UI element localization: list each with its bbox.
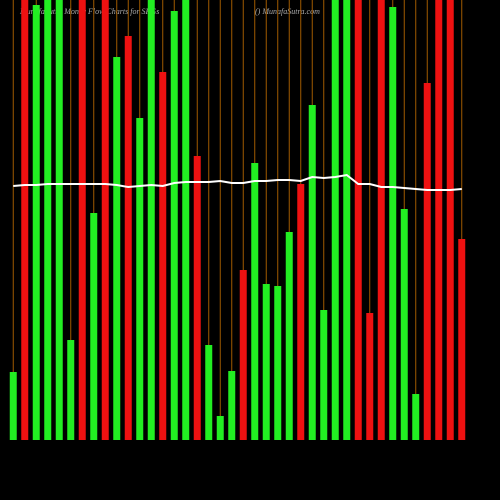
bar [412,394,420,440]
bar [32,5,40,440]
bar [124,36,132,440]
bar [458,239,466,440]
bar [389,7,397,440]
bar [136,118,144,440]
bar [21,0,29,440]
money-flow-line [13,173,462,191]
bar [113,57,121,440]
chart-subtitle: () MunafaSutra.com [255,7,320,16]
bar [9,372,17,440]
bar [400,209,408,440]
bar [331,0,339,440]
bar [285,232,293,440]
bar [78,0,86,440]
bar [170,11,178,440]
bar [423,83,431,440]
bar [320,310,328,440]
bar [182,0,190,440]
bar [377,0,385,440]
bar [44,0,52,440]
bar [55,0,63,440]
bar [366,313,374,440]
bar [343,0,351,440]
bar [274,286,282,440]
bar [239,270,247,440]
bar [435,0,443,440]
bar [90,213,98,440]
bar [67,340,75,440]
bar [251,163,259,440]
bar [205,345,213,440]
bar [193,156,201,440]
bar [262,284,270,440]
bar [147,0,155,440]
bar [159,72,167,440]
bar [101,0,109,440]
bar [216,416,224,440]
bar [354,0,362,440]
bar [228,371,236,440]
bar [446,0,454,440]
bar [308,105,316,440]
bar [297,184,305,440]
chart-title: MunafaSutra Money Flow Charts for SPGs [19,7,159,16]
